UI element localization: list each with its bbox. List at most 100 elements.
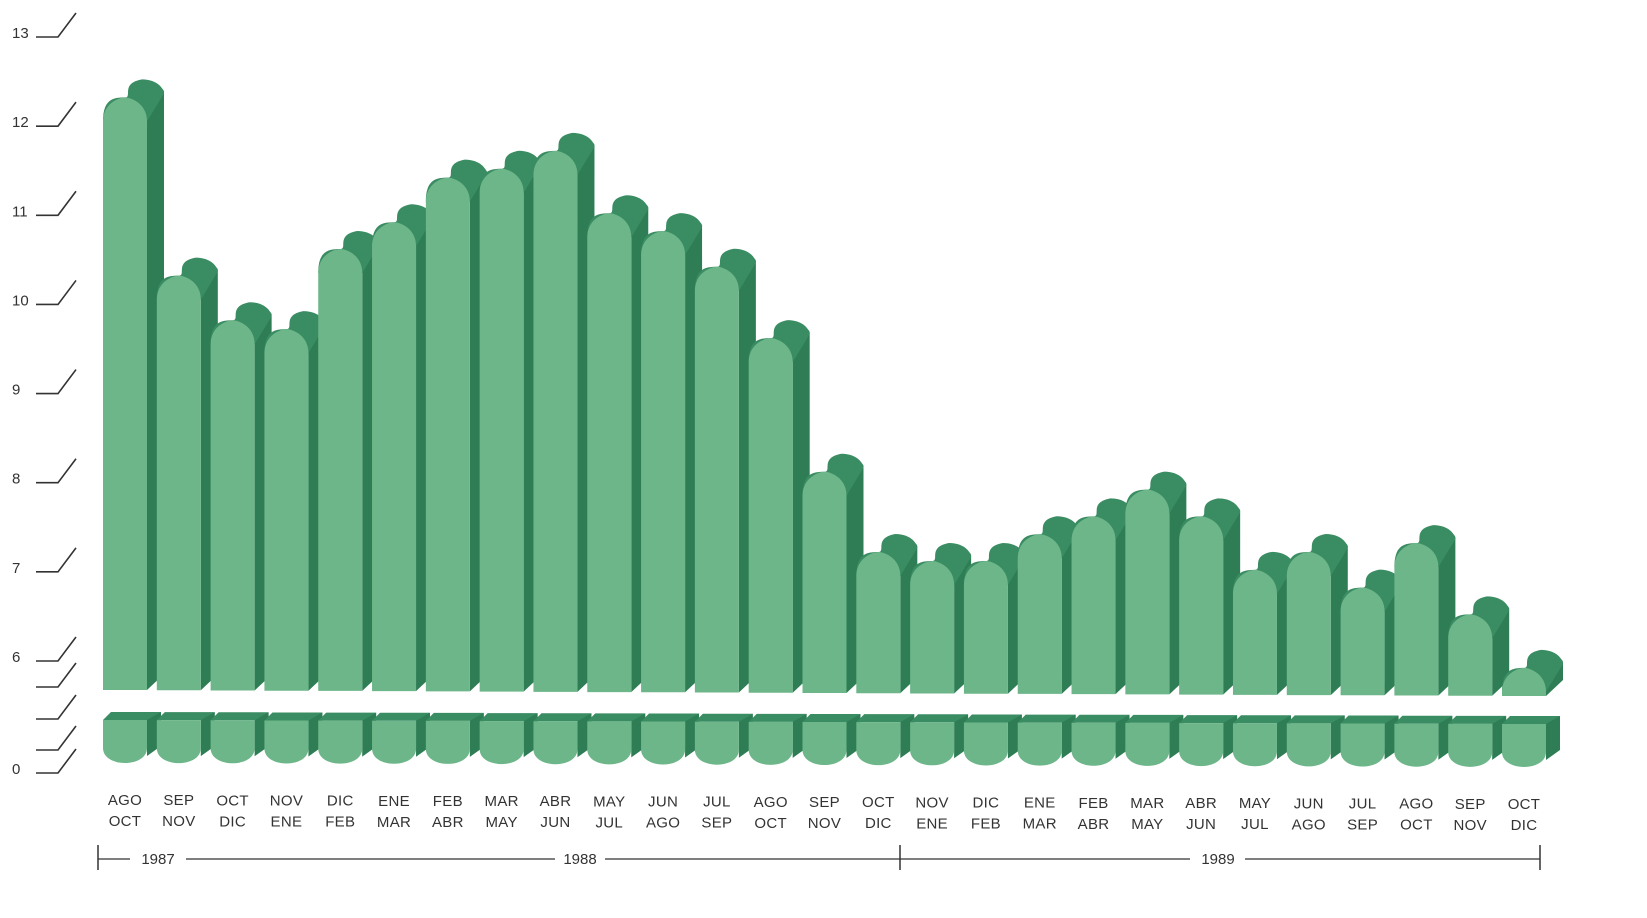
bar-base-top xyxy=(1125,714,1184,723)
bar xyxy=(1502,667,1546,696)
bar-base xyxy=(533,721,578,765)
y-tick-mark xyxy=(36,369,77,395)
x-tick-label-bottom: NOV xyxy=(808,815,841,832)
axis-break-mark xyxy=(36,662,77,688)
x-tick-label-bottom: JUL xyxy=(595,814,623,831)
bar-base-top xyxy=(1340,715,1399,724)
x-tick-label-bottom: ABR xyxy=(432,814,464,831)
bar-base xyxy=(1232,723,1277,767)
y-tick-label: 8 xyxy=(12,471,20,488)
y-tick-label: 11 xyxy=(12,203,28,220)
x-tick-label-bottom: AGO xyxy=(646,815,680,832)
x-tick-label-top: FEB xyxy=(433,793,463,810)
y-tick-label: 12 xyxy=(12,114,29,131)
y-tick-mark xyxy=(36,748,77,774)
year-timeline: 1987 1988 1989 xyxy=(97,845,1541,870)
bar xyxy=(1340,587,1385,696)
x-tick-label-top: SEP xyxy=(163,792,194,809)
bar-base-top xyxy=(856,714,915,723)
bar xyxy=(1232,569,1277,695)
x-tick-label-bottom: DIC xyxy=(865,815,892,832)
y-tick-mark xyxy=(36,190,77,217)
y-tick-mark xyxy=(36,12,77,38)
x-tick-label-bottom: FEB xyxy=(971,815,1001,832)
x-tick-label-bottom: ABR xyxy=(1078,816,1110,833)
bar-base xyxy=(1448,723,1493,767)
bar-base xyxy=(103,720,147,763)
y-tick-label: 6 xyxy=(12,649,20,666)
bar xyxy=(533,150,578,692)
bar-base-side xyxy=(1546,716,1560,760)
bar-base-top xyxy=(963,714,1022,723)
x-tick-label-top: DIC xyxy=(327,793,354,810)
bar-base xyxy=(372,720,417,764)
x-axis-labels: AGO OCT SEP NOV OCT DIC NOV ENE DIC FEB ENE MAR FEB A… xyxy=(108,792,1540,834)
x-tick-label-bottom: NOV xyxy=(1453,817,1486,834)
bar-base xyxy=(210,720,255,764)
bar-base xyxy=(1071,722,1116,766)
x-tick-label-top: SEP xyxy=(1455,796,1486,813)
bar-base-top xyxy=(1448,715,1507,724)
bar-base xyxy=(1179,723,1224,767)
year-label: 1989 xyxy=(1201,851,1234,868)
bar xyxy=(748,338,793,693)
bar-base-top xyxy=(479,713,538,722)
bar-base-top xyxy=(318,712,377,721)
bar-base-top xyxy=(533,713,592,722)
bar-base-top xyxy=(1232,715,1291,724)
bar-base xyxy=(910,722,955,766)
x-tick-label-top: AGO xyxy=(1399,796,1433,813)
y-tick-label: 9 xyxy=(12,382,20,399)
y-axis: 0 6 7 8 9 10 11 12 13 xyxy=(12,12,77,778)
bar-base-top xyxy=(1179,715,1238,724)
bars xyxy=(103,79,1563,696)
bar-base-top xyxy=(264,712,323,721)
bar-base xyxy=(318,720,363,764)
bar xyxy=(425,177,470,692)
bar-base-top xyxy=(1286,715,1345,724)
bar-base-top xyxy=(103,712,161,720)
bar xyxy=(1286,552,1331,696)
bar xyxy=(1448,614,1493,696)
bar-base xyxy=(694,721,739,765)
axis-break-mark xyxy=(36,694,77,720)
y-tick-label: 13 xyxy=(12,25,29,42)
x-tick-label-top: ENE xyxy=(378,793,410,810)
x-tick-label-top: JUL xyxy=(703,794,731,811)
bar-base-top xyxy=(1017,714,1076,723)
axis-break-mark xyxy=(36,725,77,751)
x-tick-label-bottom: MAY xyxy=(1131,816,1163,833)
y-tick-label: 0 xyxy=(12,761,20,778)
bar xyxy=(1125,489,1170,695)
bar-base-top xyxy=(1071,714,1130,723)
bar-base-top xyxy=(372,712,431,721)
bar xyxy=(587,213,632,693)
bar-base xyxy=(641,721,686,765)
x-tick-label-bottom: MAR xyxy=(377,814,411,831)
x-tick-label-bottom: NOV xyxy=(162,813,195,830)
bar xyxy=(210,320,255,691)
x-tick-label-top: ABR xyxy=(540,793,572,810)
x-tick-label-top: JUL xyxy=(1349,796,1377,813)
x-tick-label-top: OCT xyxy=(862,794,895,811)
bar-base xyxy=(1125,722,1170,766)
x-tick-label-bottom: DIC xyxy=(1511,817,1538,834)
bar xyxy=(1179,516,1224,695)
bar-base xyxy=(156,720,201,764)
x-tick-label-top: OCT xyxy=(1508,796,1541,813)
x-tick-label-top: NOV xyxy=(915,794,948,811)
x-tick-label-top: MAY xyxy=(593,793,625,810)
bar-base xyxy=(856,722,901,766)
y-tick-mark xyxy=(36,547,77,573)
bar-base xyxy=(1286,723,1331,767)
x-tick-label-top: MAR xyxy=(1130,795,1164,812)
x-tick-label-top: ABR xyxy=(1185,795,1217,812)
x-tick-label-top: JUN xyxy=(648,794,678,811)
x-tick-label-top: OCT xyxy=(216,792,249,809)
bar-base xyxy=(963,722,1008,766)
x-tick-label-bottom: OCT xyxy=(109,813,142,830)
x-tick-label-top: MAY xyxy=(1239,795,1271,812)
y-tick-mark xyxy=(36,279,77,306)
bar-base xyxy=(1017,722,1062,766)
bar xyxy=(910,560,955,694)
